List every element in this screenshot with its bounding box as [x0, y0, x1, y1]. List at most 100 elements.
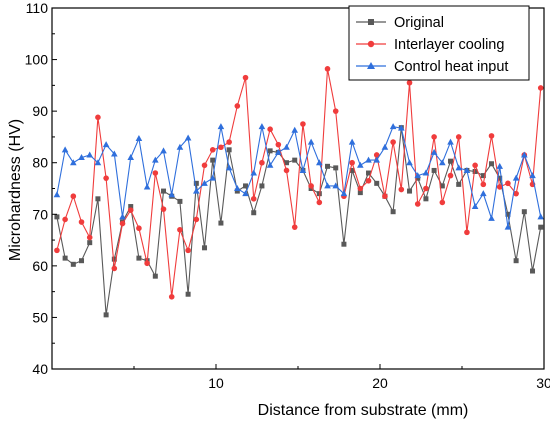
data-point-control-heat-input — [447, 138, 454, 145]
data-point-control-heat-input — [471, 203, 479, 210]
data-point-interlayer-cooling — [54, 247, 60, 254]
data-point-control-heat-input — [160, 147, 167, 154]
data-point-interlayer-cooling — [111, 265, 118, 272]
data-point-control-heat-input — [225, 164, 233, 171]
data-point-control-heat-input — [242, 190, 249, 197]
data-point-control-heat-input — [168, 191, 176, 198]
data-point-original — [136, 255, 142, 261]
data-point-original — [472, 168, 478, 174]
data-point-original — [95, 196, 101, 202]
data-point-original — [87, 240, 93, 246]
data-point-control-heat-input — [135, 134, 143, 141]
legend-entry-control-heat-input: Control heat input — [356, 59, 508, 75]
data-point-control-heat-input — [102, 141, 110, 148]
data-point-interlayer-cooling — [259, 159, 265, 166]
y-tick-label: 100 — [25, 52, 49, 68]
data-point-original — [185, 291, 191, 297]
data-point-control-heat-input — [398, 124, 405, 131]
data-point-original — [128, 204, 134, 210]
data-point-interlayer-cooling — [234, 103, 241, 109]
data-point-control-heat-input — [61, 146, 69, 153]
data-point-interlayer-cooling — [226, 139, 232, 145]
data-point-interlayer-cooling — [185, 247, 191, 254]
data-point-interlayer-cooling — [62, 216, 68, 223]
data-point-interlayer-cooling — [480, 181, 487, 188]
data-point-interlayer-cooling — [291, 224, 298, 230]
data-point-interlayer-cooling — [127, 207, 134, 213]
data-point-control-heat-input — [439, 159, 446, 166]
data-point-original — [259, 183, 265, 189]
data-point-original — [325, 163, 331, 169]
data-point-original — [415, 175, 421, 181]
data-point-original — [480, 173, 486, 179]
data-point-control-heat-input — [291, 126, 299, 133]
data-point-original — [234, 188, 240, 194]
y-tick-label: 110 — [26, 0, 49, 16]
data-point-original — [366, 170, 372, 176]
data-point-interlayer-cooling — [373, 152, 380, 158]
series-control-heat-input — [53, 123, 545, 230]
data-point-control-heat-input — [299, 166, 307, 173]
data-point-control-heat-input — [266, 161, 274, 168]
data-point-original — [54, 214, 60, 220]
data-point-control-heat-input — [275, 148, 282, 155]
data-point-interlayer-cooling — [300, 121, 306, 127]
data-point-original — [62, 255, 68, 261]
data-point-interlayer-cooling — [357, 185, 364, 192]
data-point-control-heat-input — [258, 123, 266, 130]
y-tick-label: 40 — [32, 361, 48, 377]
data-point-control-heat-input — [373, 156, 381, 163]
data-point-interlayer-cooling — [86, 234, 93, 241]
data-point-original — [226, 147, 232, 153]
data-point-interlayer-cooling — [464, 229, 470, 236]
y-tick-label: 90 — [32, 103, 48, 119]
data-point-interlayer-cooling — [472, 162, 478, 169]
data-point-original — [243, 183, 249, 189]
series-interlayer-cooling — [54, 66, 544, 300]
data-point-interlayer-cooling — [349, 159, 355, 166]
data-point-original — [161, 188, 167, 194]
axes: 10 20 30 40 50 60 70 80 90 100 110 — [25, 0, 550, 391]
data-point-interlayer-cooling — [95, 114, 101, 121]
data-point-original — [423, 196, 429, 202]
data-point-control-heat-input — [496, 162, 504, 169]
data-point-control-heat-input — [111, 150, 118, 157]
data-point-interlayer-cooling — [324, 66, 331, 72]
data-point-control-heat-input — [283, 143, 290, 150]
data-point-interlayer-cooling — [537, 85, 544, 91]
data-point-interlayer-cooling — [316, 199, 323, 206]
data-point-interlayer-cooling — [382, 193, 388, 200]
legend-marker-control-heat-input — [367, 62, 375, 69]
data-point-original — [530, 268, 536, 274]
x-tick-label: 30 — [536, 375, 550, 391]
data-point-interlayer-cooling — [365, 177, 372, 184]
data-point-control-heat-input — [488, 214, 495, 221]
data-point-control-heat-input — [357, 161, 364, 168]
data-point-interlayer-cooling — [390, 139, 396, 145]
data-point-original — [349, 167, 355, 173]
data-point-interlayer-cooling — [414, 201, 421, 207]
data-point-control-heat-input — [324, 182, 331, 189]
data-point-control-heat-input — [340, 190, 348, 197]
data-point-interlayer-cooling — [398, 186, 405, 193]
legend-entry-original: Original — [356, 15, 444, 31]
data-point-original — [111, 256, 117, 262]
data-point-interlayer-cooling — [250, 196, 257, 202]
legend: Original Interlayer cooling Control heat… — [348, 5, 530, 81]
data-point-control-heat-input — [94, 159, 102, 166]
data-point-interlayer-cooling — [267, 126, 273, 132]
legend-label-original: Original — [394, 15, 444, 31]
plot-area — [53, 66, 545, 318]
data-point-control-heat-input — [381, 143, 389, 150]
data-point-original — [210, 157, 216, 163]
data-point-original — [267, 148, 273, 154]
data-point-interlayer-cooling — [283, 167, 290, 174]
data-point-control-heat-input — [78, 154, 85, 161]
data-point-control-heat-input — [422, 169, 430, 176]
data-point-interlayer-cooling — [78, 219, 85, 225]
data-point-original — [489, 161, 495, 167]
data-point-interlayer-cooling — [513, 190, 519, 197]
data-point-control-heat-input — [193, 187, 200, 194]
data-point-interlayer-cooling — [447, 172, 454, 179]
legend-marker-interlayer-cooling — [367, 40, 375, 48]
